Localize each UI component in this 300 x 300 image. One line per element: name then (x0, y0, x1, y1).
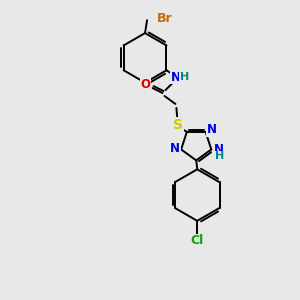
Text: S: S (173, 118, 183, 132)
Text: N: N (206, 123, 217, 136)
Text: N: N (214, 143, 224, 156)
Text: Br: Br (157, 12, 172, 25)
Text: O: O (141, 78, 151, 91)
Text: N: N (170, 142, 180, 155)
Text: N: N (170, 71, 180, 84)
Text: H: H (214, 152, 224, 161)
Text: Cl: Cl (190, 234, 204, 247)
Text: H: H (180, 72, 189, 82)
